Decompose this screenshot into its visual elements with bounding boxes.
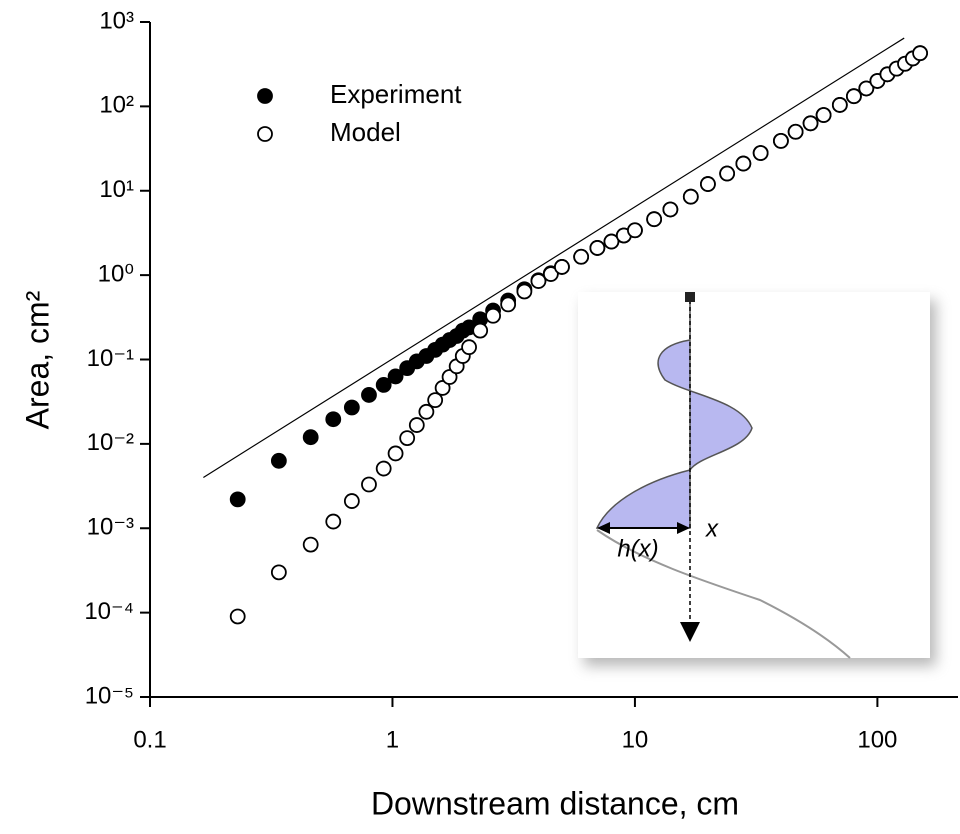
x-label: x — [705, 515, 719, 542]
data-point — [343, 493, 360, 509]
data-point — [735, 155, 752, 172]
data-point — [858, 80, 875, 97]
data-point — [375, 376, 392, 393]
h-arrow-head — [597, 522, 610, 534]
data-point — [361, 476, 377, 493]
data-point — [387, 368, 404, 385]
data-point — [485, 307, 501, 324]
data-point — [700, 176, 716, 192]
data-point — [229, 608, 246, 625]
data-point — [815, 107, 832, 123]
data-point — [542, 266, 559, 282]
h-label: h(x) — [617, 535, 658, 562]
plot-area: 0.1 1 10 100 10⁻⁵ 10⁻⁴ 10⁻³ 10⁻² 10⁻¹ 10⁰ 10¹ 10² 10… — [84, 7, 958, 753]
y-tick-label: 10² — [99, 92, 134, 119]
shaded-profile — [595, 300, 753, 529]
data-point — [500, 296, 517, 313]
data-point — [229, 491, 246, 508]
y-tick-label: 10¹ — [99, 176, 134, 203]
data-point — [387, 445, 404, 462]
data-point — [461, 339, 477, 356]
data-point — [375, 460, 392, 477]
data-point — [752, 145, 769, 161]
data-point — [516, 283, 533, 300]
data-point — [325, 513, 342, 530]
data-point — [831, 97, 848, 113]
fit-line — [203, 37, 905, 478]
data-point — [719, 165, 736, 182]
edge-curve — [596, 529, 851, 659]
y-tick-label: 10⁻⁵ — [85, 682, 134, 709]
data-point — [530, 273, 547, 289]
legend-marker — [257, 126, 273, 142]
data-point — [554, 259, 570, 275]
data-point — [418, 403, 435, 420]
inset-frame — [578, 292, 930, 658]
data-point — [472, 322, 489, 339]
data-point — [773, 132, 789, 149]
data-point — [302, 429, 319, 446]
x-tick-label: 10 — [622, 726, 649, 753]
x-tick-label: 0.1 — [133, 726, 166, 753]
data-point — [682, 188, 699, 205]
data-point — [912, 45, 928, 62]
x-tick-label: 100 — [857, 726, 897, 753]
data-point — [802, 115, 819, 132]
source-mark — [685, 292, 695, 302]
y-tick-label: 10⁻³ — [87, 514, 134, 541]
data-point — [441, 369, 458, 385]
x-tick-label: 1 — [386, 726, 399, 753]
legend-label: Experiment — [330, 79, 462, 109]
data-point — [434, 380, 451, 396]
data-point — [427, 392, 444, 409]
x-axis-label: Downstream distance, cm — [371, 785, 739, 821]
data-point — [603, 233, 620, 250]
data-point — [270, 564, 287, 581]
h-arrow-head — [677, 522, 690, 534]
data-point — [361, 387, 377, 403]
data-point — [627, 222, 643, 239]
data-point — [270, 452, 287, 469]
data-point — [662, 201, 679, 218]
data-point — [325, 411, 342, 428]
y-tick-label: 10⁻² — [87, 429, 134, 456]
data-point — [408, 417, 425, 433]
data-point — [646, 211, 663, 228]
data-point — [343, 399, 360, 416]
y-tick-label: 10⁻⁴ — [84, 598, 134, 625]
data-point — [845, 88, 862, 105]
arrow-head — [680, 622, 700, 642]
data-point — [589, 240, 606, 256]
data-point — [573, 248, 590, 265]
y-tick-label: 10³ — [99, 7, 134, 34]
y-axis-label: Area, cm² — [19, 290, 55, 429]
legend-label: Model — [330, 117, 401, 147]
y-tick-label: 10⁻¹ — [87, 345, 134, 372]
y-tick-label: 10⁰ — [98, 260, 134, 287]
inset: h(x) x — [578, 292, 936, 666]
data-point — [399, 430, 416, 447]
legend-marker — [257, 88, 273, 104]
data-point — [787, 123, 804, 140]
data-point — [302, 536, 319, 553]
